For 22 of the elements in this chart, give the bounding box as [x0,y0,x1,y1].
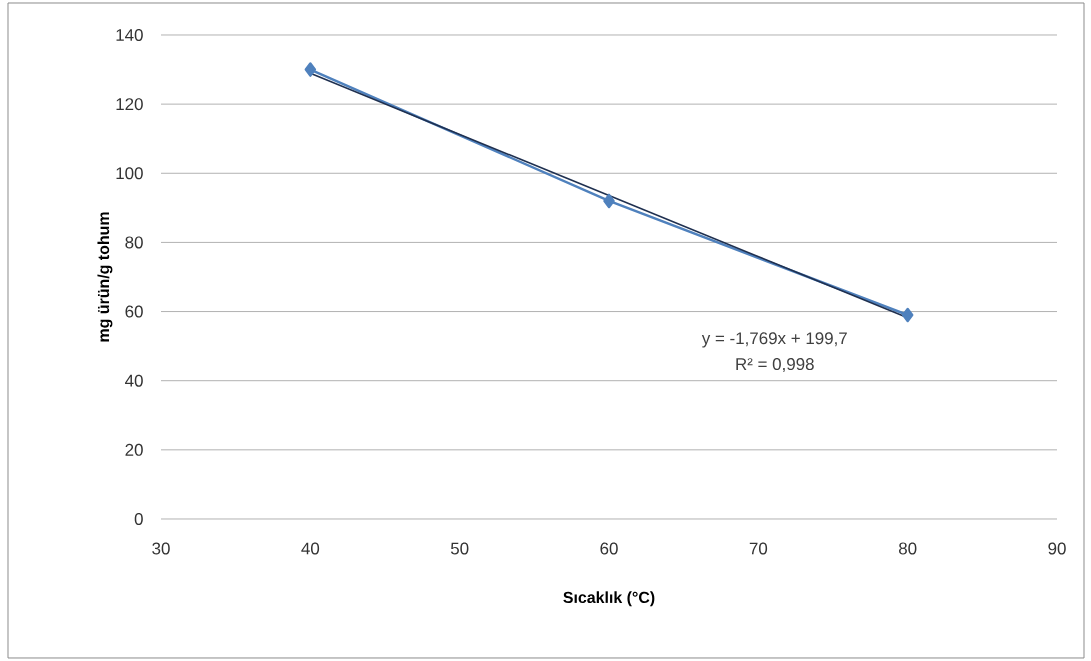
x-tick-label: 50 [450,542,469,555]
y-tick-label: 120 [116,98,143,111]
y-tick-label: 100 [116,167,143,180]
y-tick-label: 60 [125,305,143,318]
y-tick-label: 0 [134,512,143,525]
y-tick-label: 80 [125,236,143,249]
y-tick-label: 40 [125,374,143,387]
x-tick-label: 90 [1048,542,1066,555]
y-tick-label: 20 [125,443,143,456]
y-axis-title: mg ürün/g tohum [97,212,113,342]
x-axis-title: Sıcaklık (°C) [563,591,655,607]
x-tick-label: 60 [600,542,618,555]
annotation: R² = 0,998 [736,358,814,373]
annotation: y = -1,769x + 199,7 [701,332,847,348]
x-tick-label: 30 [152,542,170,555]
x-tick-label: 70 [749,542,768,555]
point [901,307,914,323]
x-tick-label: 40 [301,542,320,555]
point [603,193,615,209]
point [304,62,317,77]
y-tick-label: 140 [116,28,143,41]
x-tick-label: 80 [898,542,917,555]
